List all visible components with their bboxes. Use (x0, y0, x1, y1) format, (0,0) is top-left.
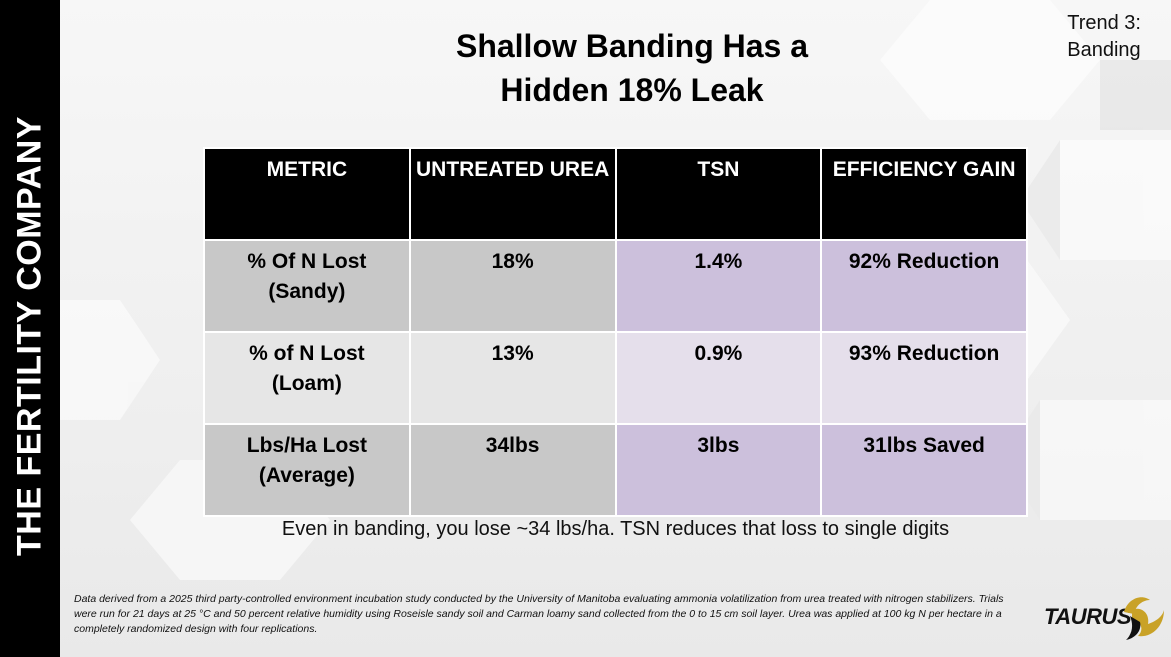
comparison-table: METRIC UNTREATED UREA TSN EFFICIENCY GAI… (203, 147, 1028, 517)
gain-cell: 31lbs Saved (820, 423, 1028, 517)
header-efficiency-gain: EFFICIENCY GAIN (820, 147, 1028, 241)
header-tsn: TSN (614, 147, 823, 241)
header-untreated-urea: UNTREATED UREA (408, 147, 617, 241)
trend-label: Trend 3: Banding (1067, 10, 1141, 64)
tsn-cell: 0.9% (614, 331, 823, 425)
metric-line1: Lbs/Ha Lost (246, 434, 367, 457)
metric-line2: (Sandy) (268, 280, 346, 303)
untreated-cell: 18% (408, 239, 617, 333)
table-row: % of N Lost (Loam) 13% 0.9% 93% Reductio… (203, 331, 1028, 425)
tsn-cell: 3lbs (614, 423, 823, 517)
tsn-cell: 1.4% (614, 239, 823, 333)
metric-line2: (Loam) (271, 372, 342, 395)
gain-cell: 92% Reduction (820, 239, 1028, 333)
taurus-logo: TAURUS (1042, 592, 1167, 647)
metric-cell: % Of N Lost (Sandy) (203, 239, 411, 333)
trend-label-line1: Trend 3: (1067, 12, 1141, 34)
untreated-cell: 13% (408, 331, 617, 425)
gain-cell: 93% Reduction (820, 331, 1028, 425)
table-row: % Of N Lost (Sandy) 18% 1.4% 92% Reducti… (203, 239, 1028, 333)
trend-label-line2: Banding (1067, 39, 1141, 61)
metric-line2: (Average) (258, 464, 355, 487)
metric-cell: % of N Lost (Loam) (203, 331, 411, 425)
title-line1: Shallow Banding Has a (455, 28, 809, 64)
table-row: Lbs/Ha Lost (Average) 34lbs 3lbs 31lbs S… (203, 423, 1028, 517)
metric-line1: % Of N Lost (247, 250, 367, 273)
table-header-row: METRIC UNTREATED UREA TSN EFFICIENCY GAI… (203, 147, 1028, 241)
summary-caption: Even in banding, you lose ~34 lbs/ha. TS… (281, 518, 950, 540)
page-title: Shallow Banding Has a Hidden 18% Leak (382, 24, 882, 112)
bull-horns-icon (1124, 597, 1164, 640)
logo-text: TAURUS (1044, 604, 1132, 629)
company-name-vertical: THE FERTILITY COMPANY (10, 116, 49, 556)
metric-line1: % of N Lost (249, 342, 365, 365)
header-metric: METRIC (203, 147, 411, 241)
data-source-footnote: Data derived from a 2025 third party-con… (74, 593, 1004, 635)
sidebar: THE FERTILITY COMPANY (0, 0, 60, 657)
untreated-cell: 34lbs (408, 423, 617, 517)
metric-cell: Lbs/Ha Lost (Average) (203, 423, 411, 517)
title-line2: Hidden 18% Leak (500, 72, 764, 108)
